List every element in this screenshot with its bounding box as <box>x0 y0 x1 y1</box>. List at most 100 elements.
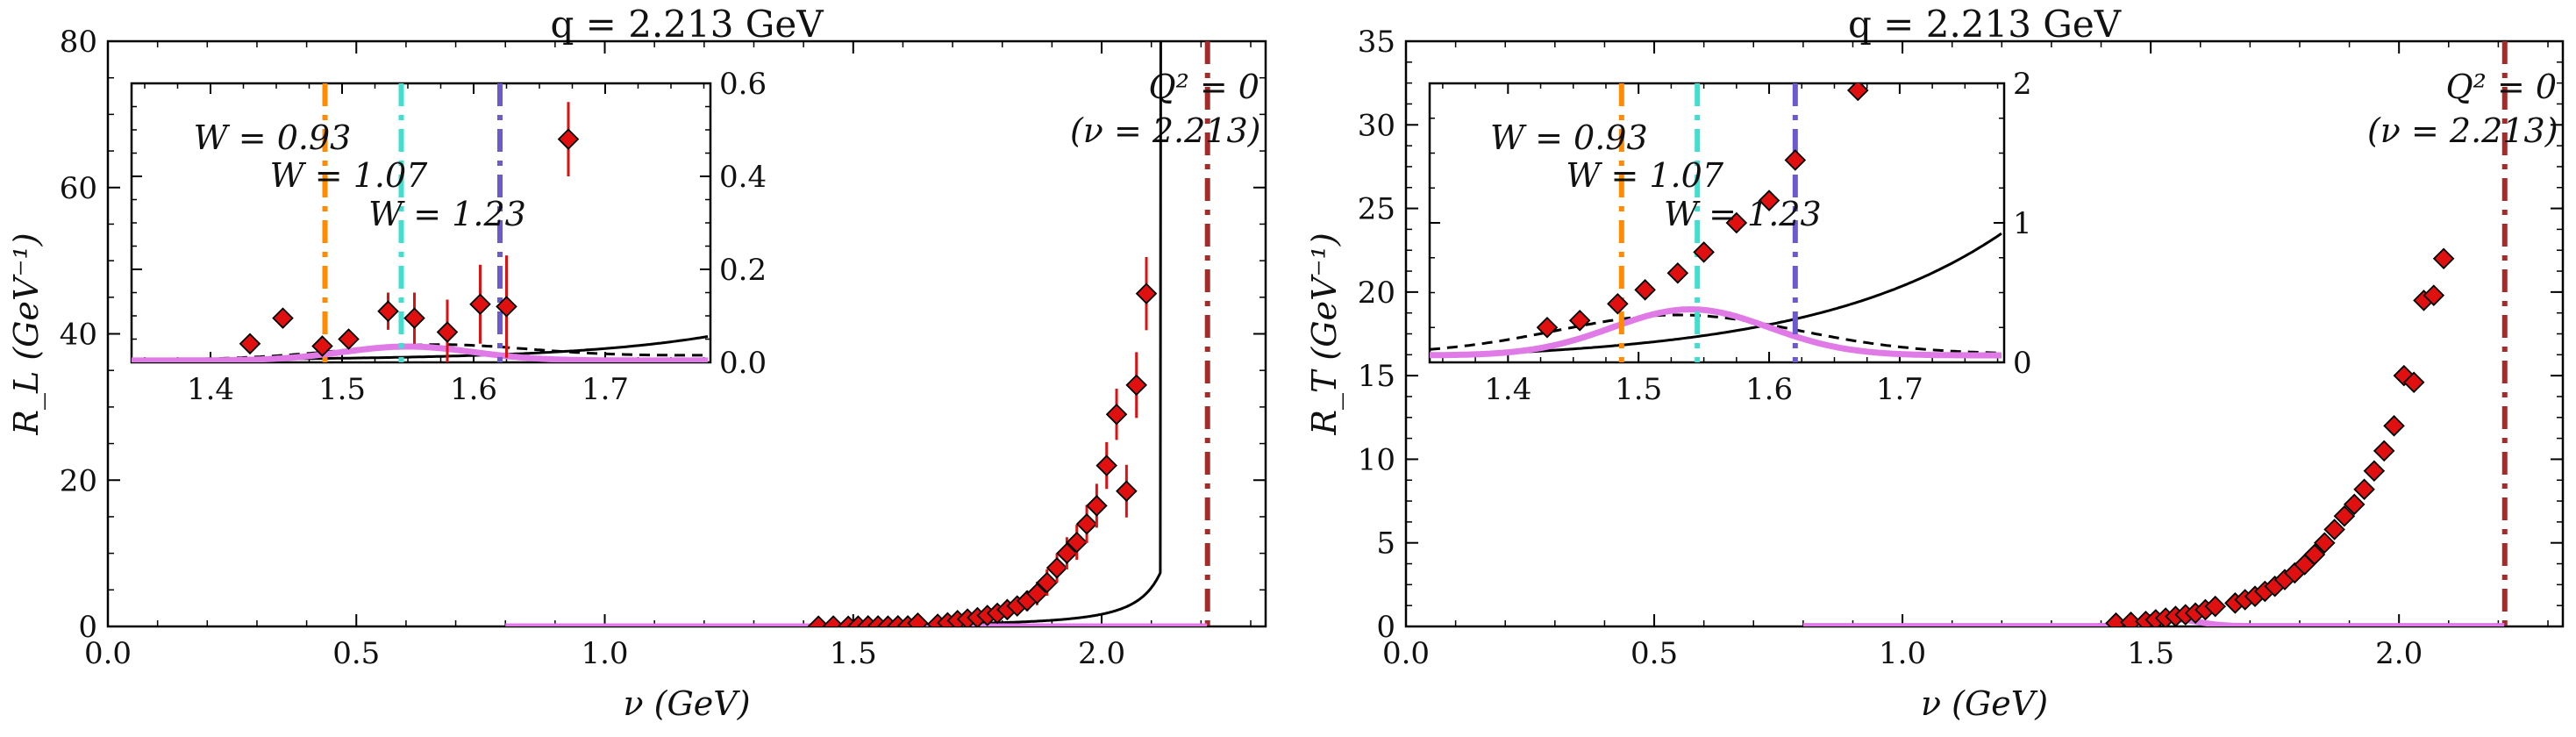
data-point <box>2432 247 2455 270</box>
x-axis-label: ν (GeV) <box>623 684 750 723</box>
inset-data-point <box>311 335 333 357</box>
y-tick-label: 30 <box>1358 108 1395 143</box>
y-tick-label: 60 <box>60 171 97 206</box>
x-tick-label: 2.0 <box>1078 636 1125 671</box>
w-threshold-label: W = 1.07 <box>1566 156 1723 195</box>
x-tick-label: 0.5 <box>332 636 380 671</box>
inset-y-tick-label: 0 <box>2013 346 2032 381</box>
inset-curve-magenta <box>1430 306 2002 359</box>
inset-data-point <box>1568 310 1591 332</box>
data-point <box>2303 543 2326 566</box>
data-point <box>1116 480 1138 503</box>
inset-data-point <box>1784 149 1807 171</box>
inset-data-point <box>436 321 459 343</box>
w-threshold-label: W = 1.23 <box>1664 195 1822 233</box>
data-point <box>2402 371 2425 394</box>
inset-data-point <box>557 128 580 150</box>
data-point <box>2383 415 2405 437</box>
q2-zero-label: Q² = 0 <box>1148 68 1259 106</box>
inset-data-point <box>338 328 360 350</box>
data-point <box>1095 454 1117 476</box>
x-tick-label: 1.0 <box>581 636 628 671</box>
data-point <box>2343 493 2365 516</box>
data-point <box>1045 557 1068 579</box>
q2-zero-sublabel: (ν = 2.213) <box>1070 111 1261 150</box>
y-tick-label: 15 <box>1358 359 1395 394</box>
data-point <box>1056 542 1078 564</box>
inset-curve-magenta <box>132 343 708 362</box>
inset-data-point <box>403 307 425 329</box>
x-tick-label: 2.0 <box>2375 636 2423 671</box>
inset-y-tick-label: 0.4 <box>719 160 767 195</box>
inset-x-tick-label: 1.5 <box>318 372 366 407</box>
panel-rl: q = 2.213 GeV 0.0 0.5 1.0 1.5 2.0 0 20 40 60 80 ν (… <box>7 3 1267 723</box>
inset-x-tick-label: 1.4 <box>187 372 234 407</box>
y-tick-label: 10 <box>1358 442 1395 477</box>
y-tick-label: 20 <box>1358 275 1395 311</box>
data-point <box>2363 460 2386 483</box>
data-point <box>2323 519 2345 540</box>
data-point <box>2373 440 2395 462</box>
inset-data-point <box>1846 83 1869 102</box>
y-tick-label: 0 <box>78 610 97 645</box>
inset-y-tick-label: 0.0 <box>719 346 767 381</box>
inset-plot: 1.4 1.5 1.6 1.7 0 1 2 W = 0.93W = 1.07W = 1.23 <box>1428 67 2032 407</box>
x-tick-label: 1.0 <box>1879 636 1926 671</box>
data-point <box>2105 612 2127 626</box>
inset-data-point <box>272 307 294 329</box>
y-tick-label: 5 <box>1376 526 1395 562</box>
w-threshold-label: W = 1.07 <box>270 156 428 195</box>
y-tick-label: 40 <box>60 318 97 353</box>
y-tick-label: 25 <box>1358 192 1395 227</box>
data-point <box>807 615 830 626</box>
inset-data-point <box>1693 241 1715 263</box>
inset-x-tick-label: 1.6 <box>1745 372 1793 407</box>
inset-data-point <box>1536 316 1559 339</box>
inset-y-tick-label: 0.2 <box>719 253 767 288</box>
data-point <box>1125 374 1147 397</box>
inset-data-point <box>1758 190 1780 211</box>
inset-y-tick-label: 1 <box>2013 206 2032 241</box>
inset-data-point <box>239 333 261 355</box>
data-point <box>1135 283 1158 304</box>
inset-data-point <box>1607 292 1629 315</box>
inset-x-tick-label: 1.4 <box>1484 372 1531 407</box>
data-point <box>2120 611 2142 626</box>
y-tick-label: 35 <box>1358 25 1395 60</box>
x-tick-label: 0.0 <box>84 636 132 671</box>
data-point <box>2204 595 2227 618</box>
x-tick-label: 1.5 <box>830 636 877 671</box>
inset-data-point <box>1725 211 1748 234</box>
inset-data-point <box>377 300 399 322</box>
inset-x-tick-label: 1.7 <box>1876 372 1923 407</box>
y-axis-label: R_L (GeV⁻¹) <box>7 233 46 435</box>
data-point <box>2333 504 2356 527</box>
inset-x-tick-label: 1.5 <box>1615 372 1662 407</box>
chart-title: q = 2.213 GeV <box>550 3 824 46</box>
x-axis-label: ν (GeV) <box>1921 684 2048 723</box>
inset-data-point <box>496 296 517 318</box>
data-point <box>1086 495 1108 517</box>
inset-x-tick-label: 1.7 <box>582 372 629 407</box>
inset-x-tick-label: 1.6 <box>450 372 497 407</box>
w-threshold-label: W = 1.23 <box>368 195 526 233</box>
w-threshold-label: W = 0.93 <box>1490 118 1648 157</box>
inset-y-tick-label: 0.6 <box>719 67 767 102</box>
inset-data-point <box>1634 279 1656 301</box>
x-tick-label: 1.5 <box>2127 636 2174 671</box>
q2-zero-sublabel: (ν = 2.213) <box>2367 111 2558 150</box>
data-point <box>1075 513 1098 535</box>
x-tick-label: 0.0 <box>1382 636 1430 671</box>
data-point <box>822 615 845 626</box>
data-point <box>2423 284 2445 306</box>
inset-data-point <box>1666 261 1689 284</box>
y-tick-label: 20 <box>60 463 97 498</box>
y-axis-label: R_T (GeV⁻¹) <box>1305 233 1345 435</box>
inset-y-tick-label: 2 <box>2013 67 2032 102</box>
inset-plot: 1.4 1.5 1.6 1.7 0.0 0.2 0.4 0.6 W = 0.93W = 1.07… <box>130 67 767 407</box>
w-threshold-label: W = 0.93 <box>194 118 352 157</box>
y-tick-label: 80 <box>60 25 97 60</box>
data-point <box>1036 571 1059 594</box>
